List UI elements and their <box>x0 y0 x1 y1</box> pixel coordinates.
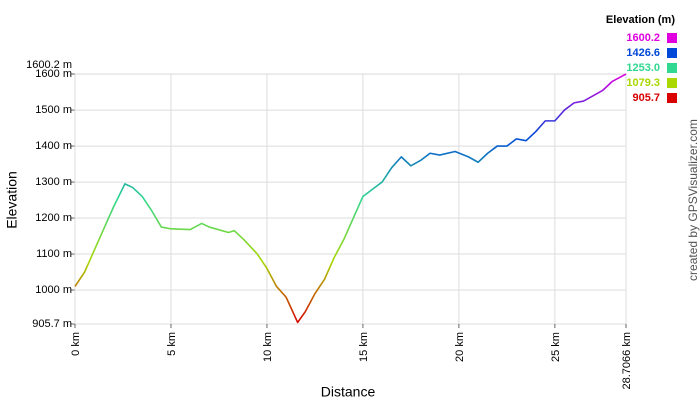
y-tick-label: 1500 m <box>35 104 72 116</box>
legend-label: 1426.6 <box>626 47 660 59</box>
y-tick-label: 1000 m <box>35 284 72 296</box>
x-axis-title: Distance <box>321 384 376 400</box>
legend-label: 905.7 <box>632 92 660 104</box>
legend-title: Elevation (m) <box>606 14 675 26</box>
legend-label: 1253.0 <box>626 62 660 74</box>
legend-swatch <box>667 63 677 73</box>
y-tick-label: 1100 m <box>36 248 72 260</box>
x-tick-label: 28.7066 km <box>621 332 633 389</box>
x-tick-label: 0 km <box>70 332 82 356</box>
x-tick-label: 15 km <box>358 332 370 362</box>
y-axis-title: Elevation <box>4 171 20 229</box>
y-tick-label: 1300 m <box>35 176 72 188</box>
x-tick-label: 5 km <box>166 332 178 356</box>
legend-swatch <box>667 33 677 43</box>
legend-label: 1079.3 <box>626 77 660 89</box>
elevation-line <box>74 73 627 324</box>
legend-swatch <box>667 93 677 103</box>
y-tick-label: 905.7 m <box>32 318 72 330</box>
x-tick-label: 25 km <box>550 332 562 362</box>
y-tick-label: 1600 m <box>35 68 72 80</box>
y-tick-label: 1400 m <box>35 140 72 152</box>
legend-swatch <box>667 78 677 88</box>
credit: created by GPSVisualizer.com <box>686 119 700 281</box>
y-tick-label: 1200 m <box>35 212 72 224</box>
y-tick-label: 1600.2 m <box>26 59 72 71</box>
x-tick-label: 10 km <box>262 332 274 362</box>
legend-label: 1600.2 <box>626 32 660 44</box>
legend-swatch <box>667 48 677 58</box>
x-tick-label: 20 km <box>454 332 466 362</box>
plot-area <box>74 73 627 325</box>
